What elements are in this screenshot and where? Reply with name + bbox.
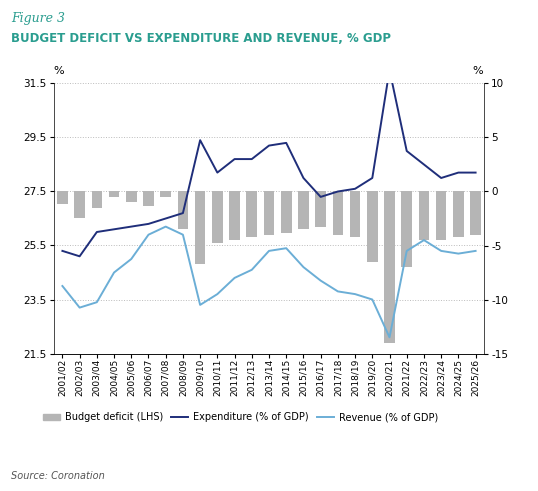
Text: %: % [472,66,483,76]
Text: %: % [54,66,65,76]
Bar [401,191,412,267]
Bar [264,191,274,235]
Bar [246,191,257,237]
Bar [367,191,378,262]
Bar [470,191,481,235]
Bar [212,191,223,244]
Bar [350,191,360,237]
Legend: Budget deficit (LHS), Expenditure (% of GDP), Revenue (% of GDP): Budget deficit (LHS), Expenditure (% of … [43,412,438,422]
Bar [281,191,292,233]
Bar [453,191,464,237]
Bar [195,191,206,264]
Bar [126,191,137,202]
Text: BUDGET DEFICIT VS EXPENDITURE AND REVENUE, % GDP: BUDGET DEFICIT VS EXPENDITURE AND REVENU… [11,32,391,45]
Bar [332,191,343,235]
Text: Figure 3: Figure 3 [11,12,65,25]
Bar [315,191,326,227]
Bar [143,191,154,206]
Text: Source: Coronation: Source: Coronation [11,471,104,481]
Bar [74,191,85,218]
Bar [298,191,309,229]
Bar [57,191,68,204]
Bar [229,191,240,240]
Bar [109,191,119,197]
Bar [419,191,429,240]
Bar [384,191,395,343]
Bar [178,191,188,229]
Bar [91,191,102,208]
Bar [160,191,171,197]
Bar [436,191,447,240]
